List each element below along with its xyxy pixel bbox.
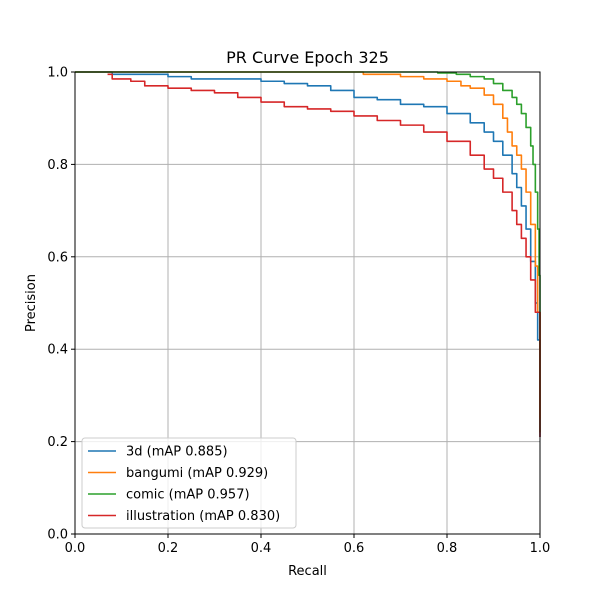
legend-label: comic (mAP 0.957) [126, 488, 250, 503]
y-tick-label: 1.0 [47, 66, 68, 81]
legend: 3d (mAP 0.885) bangumi (mAP 0.929) comic (… [81, 437, 297, 529]
plot-area-frame [74, 71, 541, 535]
x-tick-label: 1.0 [530, 541, 551, 556]
series-lines [75, 71, 541, 437]
series-line-1 [75, 71, 541, 419]
x-tick-label: 0.2 [158, 541, 179, 556]
legend-label: illustration (mAP 0.830) [126, 509, 280, 524]
x-tick-label: 0.4 [251, 541, 272, 556]
series-line-2 [75, 71, 541, 433]
series-line-3 [107, 73, 541, 437]
chart-title: PR Curve Epoch 325 [226, 48, 389, 67]
x-axis-label: Recall [288, 564, 327, 579]
y-axis-label: Precision [24, 274, 39, 332]
legend-box [81, 437, 297, 529]
legend-label: 3d (mAP 0.885) [126, 445, 228, 460]
series-line-0 [75, 71, 541, 437]
y-tick-label: 0.8 [47, 158, 68, 173]
x-tick-label: 0.8 [437, 541, 458, 556]
axis-ticks: 0.0 0.2 0.4 0.6 0.8 1.0 0.0 0.2 0.4 0.6 0.8 1.0 [47, 66, 550, 557]
legend-label: bangumi (mAP 0.929) [126, 466, 268, 481]
y-tick-label: 0.6 [47, 250, 68, 265]
y-tick-label: 0.0 [47, 528, 68, 543]
x-tick-label: 0.6 [344, 541, 365, 556]
y-tick-label: 0.4 [47, 343, 68, 358]
y-tick-label: 0.2 [47, 435, 68, 450]
x-tick-label: 0.0 [65, 541, 86, 556]
